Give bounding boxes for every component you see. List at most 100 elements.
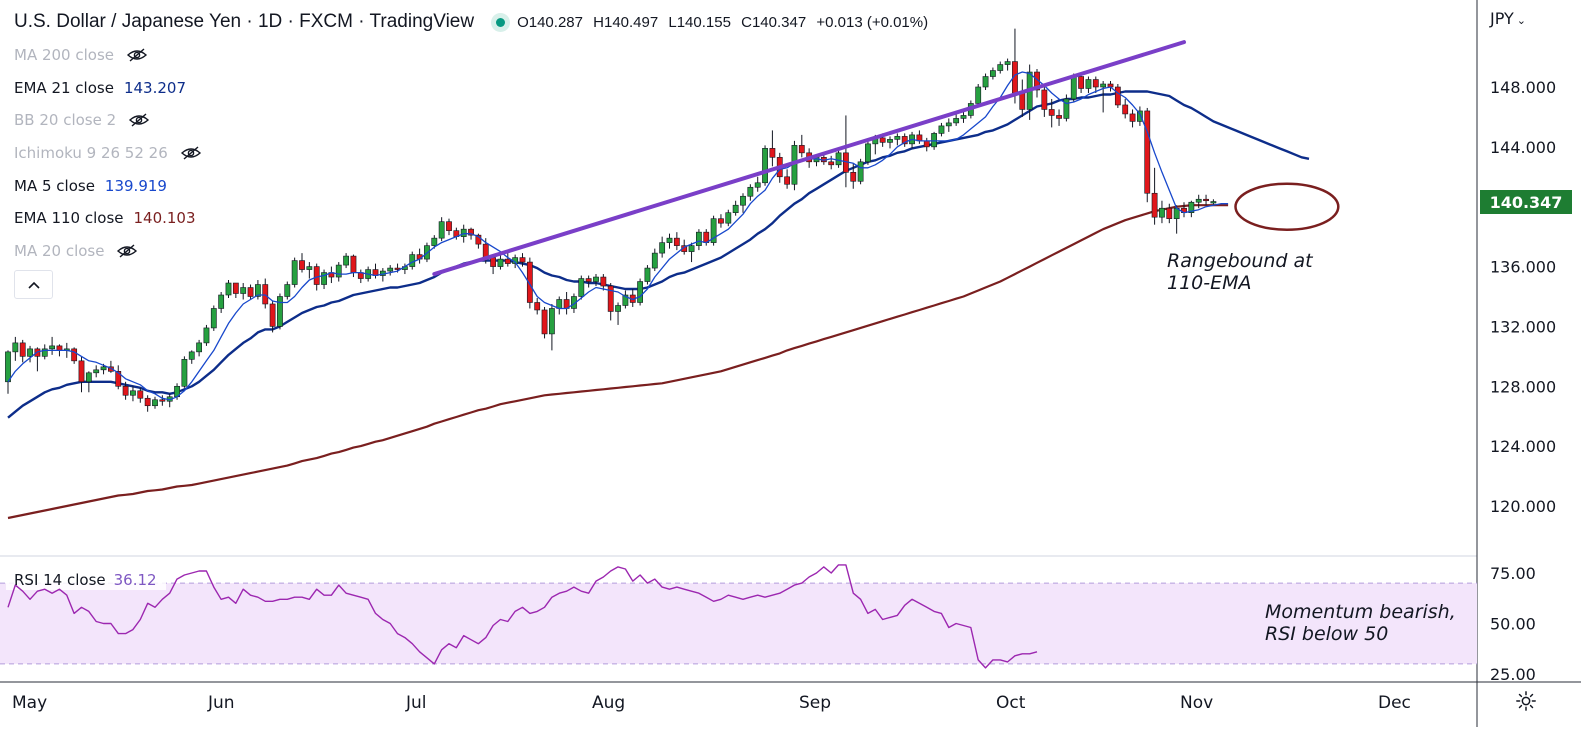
indicator-row[interactable]: BB 20 close 2 [14, 110, 150, 130]
indicator-row[interactable]: EMA 21 close 143.207 [14, 78, 186, 98]
candle[interactable] [953, 113, 960, 126]
candle[interactable] [1188, 200, 1195, 218]
candle[interactable] [578, 275, 585, 300]
candle[interactable] [306, 262, 313, 279]
indicator-row[interactable]: EMA 110 close 140.103 [14, 208, 196, 228]
candle[interactable] [695, 229, 702, 251]
indicator-row[interactable]: MA 20 close [14, 241, 138, 261]
candle[interactable] [622, 290, 629, 309]
candle[interactable] [71, 347, 78, 364]
candle[interactable] [659, 236, 666, 258]
indicator-row[interactable]: Ichimoku 9 26 52 26 [14, 143, 202, 163]
candle[interactable] [152, 396, 158, 409]
candle[interactable] [1129, 109, 1136, 128]
candle[interactable] [247, 284, 254, 300]
candle[interactable] [901, 133, 908, 147]
candle[interactable] [446, 218, 452, 236]
candle[interactable] [1048, 98, 1055, 128]
annotation-range-line1[interactable]: Rangebound at [1167, 250, 1313, 272]
candle[interactable] [615, 302, 621, 325]
indicator-row[interactable]: MA 200 close [14, 45, 148, 65]
annotation-rsi-line2[interactable]: RSI below 50 [1265, 623, 1389, 645]
candle[interactable] [607, 283, 614, 321]
candle[interactable] [262, 278, 269, 309]
candle[interactable] [975, 84, 982, 107]
candle[interactable] [41, 344, 48, 360]
candle[interactable] [754, 176, 761, 192]
candle[interactable] [196, 339, 202, 357]
candle[interactable] [1078, 73, 1084, 93]
candle[interactable] [526, 257, 533, 309]
candle[interactable] [718, 214, 724, 228]
candle[interactable] [181, 356, 188, 388]
candle[interactable] [1195, 194, 1202, 209]
annotation-rsi-line1[interactable]: Momentum bearish, [1265, 601, 1456, 623]
candle[interactable] [997, 61, 1004, 74]
trendline-path[interactable] [432, 40, 1186, 277]
candle[interactable] [497, 254, 504, 270]
candle[interactable] [784, 169, 790, 189]
candle[interactable] [1210, 199, 1217, 205]
hidden-eye-icon[interactable] [126, 47, 148, 63]
candle[interactable] [519, 253, 526, 267]
candle[interactable] [1144, 107, 1151, 203]
candle[interactable] [277, 293, 283, 330]
candle[interactable] [438, 217, 445, 242]
candle[interactable] [769, 130, 776, 167]
chart-title[interactable]: U.S. Dollar / Japanese Yen · 1D · FXCM ·… [14, 11, 475, 32]
candle[interactable] [1151, 167, 1158, 225]
candle[interactable] [269, 300, 276, 333]
candle[interactable] [1004, 58, 1011, 71]
candle[interactable] [1159, 200, 1165, 224]
candle[interactable] [791, 140, 798, 191]
candle[interactable] [409, 251, 416, 270]
candle[interactable] [1203, 194, 1209, 206]
candle[interactable] [122, 381, 129, 400]
candle[interactable] [387, 265, 394, 276]
candle[interactable] [593, 274, 599, 287]
candle[interactable] [49, 336, 55, 355]
candle[interactable] [240, 283, 247, 300]
candle[interactable] [343, 253, 349, 269]
hidden-eye-icon[interactable] [116, 243, 138, 259]
candle[interactable] [798, 134, 805, 158]
currency-selector[interactable]: JPY ⌄ [1490, 9, 1526, 28]
candle[interactable] [710, 215, 717, 246]
candle[interactable] [894, 133, 901, 146]
candle[interactable] [504, 253, 511, 267]
candle[interactable] [225, 280, 232, 298]
candle[interactable] [1137, 106, 1143, 126]
candle[interactable] [85, 371, 92, 393]
candle[interactable] [1122, 98, 1129, 119]
candle[interactable] [19, 339, 26, 363]
candle[interactable] [688, 242, 695, 263]
annotation-range-line2[interactable]: 110-EMA [1167, 272, 1252, 294]
candle[interactable] [321, 269, 327, 290]
candle[interactable] [335, 262, 342, 282]
hidden-eye-icon[interactable] [180, 145, 202, 161]
candle[interactable] [637, 278, 643, 306]
candle[interactable] [93, 365, 100, 378]
candle[interactable] [850, 163, 857, 189]
candle[interactable] [644, 265, 651, 285]
candle[interactable] [541, 306, 548, 339]
candle[interactable] [78, 356, 85, 393]
candle[interactable] [835, 148, 842, 168]
candle[interactable] [740, 193, 746, 213]
candle[interactable] [203, 324, 210, 346]
candle[interactable] [651, 248, 658, 272]
candle[interactable] [828, 155, 835, 170]
candle[interactable] [137, 387, 144, 403]
candle[interactable] [938, 122, 945, 137]
candle[interactable] [27, 345, 33, 363]
settings-gear-icon[interactable] [1515, 690, 1537, 712]
candle[interactable] [210, 305, 217, 331]
highlight-ellipse[interactable] [1234, 182, 1340, 231]
candle[interactable] [188, 350, 195, 364]
candle[interactable] [548, 303, 555, 351]
candle[interactable] [1166, 203, 1173, 224]
hidden-eye-icon[interactable] [128, 112, 150, 128]
candle[interactable] [1041, 87, 1048, 117]
candle[interactable] [232, 282, 239, 298]
candle[interactable] [1085, 76, 1092, 93]
